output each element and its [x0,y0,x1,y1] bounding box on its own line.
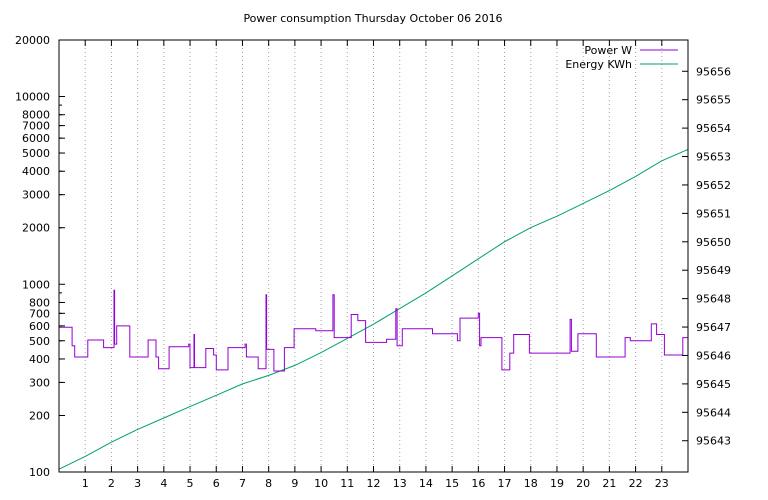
legend: Power W Energy KWh [565,44,678,71]
y-tick-label: 800 [29,296,50,309]
y2-tick-label: 95654 [696,122,731,135]
x-tick-label: 3 [134,477,141,490]
x-tick-label: 1 [82,477,89,490]
y-tick-label: 1000 [22,278,50,291]
x-tick-label: 11 [340,477,354,490]
y-tick-label: 3000 [22,189,50,202]
y2-tick-label: 95645 [696,378,731,391]
x-tick-label: 4 [160,477,167,490]
y-tick-label: 2000 [22,222,50,235]
y2-tick-label: 95656 [696,65,731,78]
y-tick-label: 200 [29,409,50,422]
y2-tick-label: 95644 [696,406,731,419]
y2-tick-label: 95652 [696,179,731,192]
x-tick-label: 13 [393,477,407,490]
x-tick-label: 16 [471,477,485,490]
x-tick-label: 20 [576,477,590,490]
x-tick-label: 6 [213,477,220,490]
x-tick-label: 12 [367,477,381,490]
x-tick-label: 15 [445,477,459,490]
y-tick-label: 400 [29,353,50,366]
power-series [59,289,688,372]
y-tick-label: 4000 [22,165,50,178]
y-tick-label: 7000 [22,120,50,133]
y2-tick-label: 95648 [696,293,731,306]
y-tick-label: 100 [29,466,50,479]
x-tick-label: 2 [108,477,115,490]
y2-tick-label: 95647 [696,321,731,334]
y-tick-label: 8000 [22,109,50,122]
y2-tick-label: 95649 [696,264,731,277]
y-tick-label: 300 [29,376,50,389]
y-tick-label: 6000 [22,132,50,145]
y2-tick-label: 95650 [696,236,731,249]
energy-series [58,148,689,470]
x-tick-label: 14 [419,477,433,490]
energy-line [58,148,689,470]
y2-tick-label: 95653 [696,151,731,164]
legend-label-power: Power W [584,44,632,57]
y2-tick-label: 95655 [696,94,731,107]
x-tick-label: 9 [291,477,298,490]
x-tick-label: 18 [524,477,538,490]
legend-entry-power: Power W [584,44,678,57]
x-tick-label: 7 [239,477,246,490]
legend-entry-energy: Energy KWh [565,58,678,71]
y-tick-label: 10000 [15,91,50,104]
y2-axis: 95643 95644 95645 95646 95647 95648 95649 95650… [682,65,731,448]
x-tick-label: 10 [314,477,328,490]
y2-tick-label: 95646 [696,349,731,362]
y-tick-label: 20000 [15,34,50,47]
y2-tick-label: 95643 [696,435,731,448]
x-tick-label: 8 [265,477,272,490]
x-tick-label: 17 [498,477,512,490]
y-tick-label: 700 [29,307,50,320]
x-tick-label: 22 [629,477,643,490]
grid [84,40,663,472]
x-tick-label: 21 [602,477,616,490]
y2-tick-label: 95651 [696,207,731,220]
x-axis: 1 2 3 4 5 6 7 8 9 10 11 12 13 14 15 16 17 18 19 20 21 22 23 [82,40,669,490]
x-tick-label: 23 [655,477,669,490]
y-tick-label: 5000 [22,147,50,160]
y-tick-label: 500 [29,335,50,348]
chart-title: Power consumption Thursday October 06 20… [243,12,502,25]
x-tick-label: 19 [550,477,564,490]
y-tick-label: 600 [29,320,50,333]
power-line [59,289,688,372]
legend-label-energy: Energy KWh [565,58,632,71]
x-tick-label: 5 [187,477,194,490]
